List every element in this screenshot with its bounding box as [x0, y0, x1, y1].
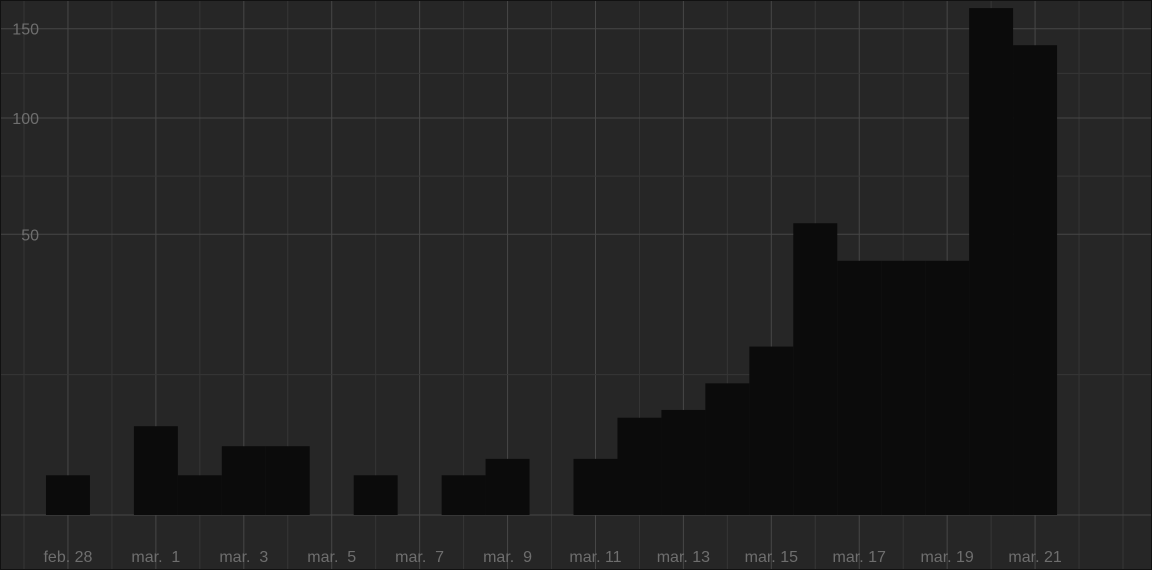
bar — [133, 426, 178, 515]
bar — [353, 475, 398, 515]
x-tick-label: mar. 21 — [1008, 549, 1061, 566]
bar — [45, 475, 90, 515]
y-axis-ticks: 50 100 150 — [12, 22, 39, 245]
bar — [221, 446, 266, 515]
bar — [265, 446, 310, 515]
x-tick-label: mar. 5 — [307, 549, 356, 566]
bar — [617, 417, 662, 515]
y-tick-label: 50 — [21, 227, 39, 244]
bar — [177, 475, 222, 515]
bar — [705, 383, 750, 515]
x-tick-label: mar. 1 — [131, 549, 180, 566]
bar — [969, 8, 1014, 515]
bar — [661, 409, 706, 515]
x-tick-label: mar. 19 — [920, 549, 973, 566]
bar — [573, 458, 618, 515]
bar — [881, 260, 926, 515]
y-tick-label: 100 — [12, 111, 39, 128]
x-tick-label: mar. 15 — [745, 549, 798, 566]
bar — [749, 346, 794, 515]
x-axis-ticks: feb. 28 mar. 1 mar. 3 mar. 5 mar. 7 mar. 9 mar… — [43, 549, 1061, 566]
x-tick-label: mar. 13 — [657, 549, 710, 566]
y-tick-label: 150 — [12, 22, 39, 39]
bar — [441, 475, 486, 515]
x-tick-label: mar. 11 — [569, 549, 621, 566]
bars — [45, 8, 1058, 516]
bar — [837, 260, 882, 515]
x-tick-label: mar. 3 — [219, 549, 268, 566]
bar — [793, 223, 838, 515]
bar — [925, 260, 970, 515]
bar — [1013, 45, 1058, 516]
x-tick-label: mar. 17 — [833, 549, 886, 566]
x-tick-label: mar. 9 — [483, 549, 532, 566]
x-tick-label: mar. 7 — [395, 549, 444, 566]
bar — [485, 458, 530, 515]
x-tick-label: feb. 28 — [43, 549, 92, 566]
